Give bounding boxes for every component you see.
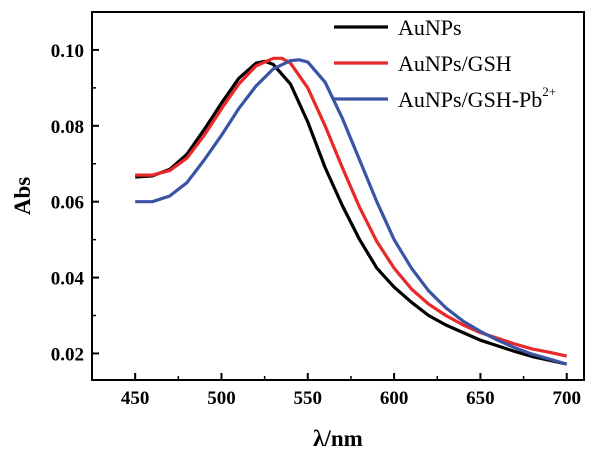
axis-ticks: 450 500 550 600 650 700 0.02 0.04 0.06 0.08 0.10 (51, 41, 581, 409)
legend: AuNPs AuNPs/GSH AuNPs/GSH-Pb2+ (334, 15, 556, 112)
x-tick-label: 450 (121, 388, 150, 409)
legend-label-2: AuNPs/GSH (398, 51, 512, 76)
y-tick-label: 0.02 (51, 344, 84, 365)
x-axis-title: λ/nm (313, 426, 363, 449)
y-tick-label: 0.04 (51, 269, 85, 290)
y-tick-label: 0.10 (51, 41, 84, 62)
series-line-1 (135, 59, 568, 366)
plot-area (135, 56, 568, 366)
series-line-3 (135, 58, 568, 366)
legend-label-1: AuNPs (398, 15, 462, 40)
legend-label-3: AuNPs/GSH-Pb2+ (398, 84, 556, 112)
plot-frame (91, 11, 585, 381)
x-tick-label: 650 (466, 388, 495, 409)
y-tick-label: 0.08 (51, 117, 84, 138)
x-tick-label: 500 (207, 388, 236, 409)
x-tick-label: 600 (380, 388, 409, 409)
x-tick-label: 700 (552, 388, 581, 409)
y-tick-label: 0.06 (51, 193, 84, 214)
x-tick-label: 550 (294, 388, 323, 409)
y-axis-title: Abs (10, 177, 35, 215)
